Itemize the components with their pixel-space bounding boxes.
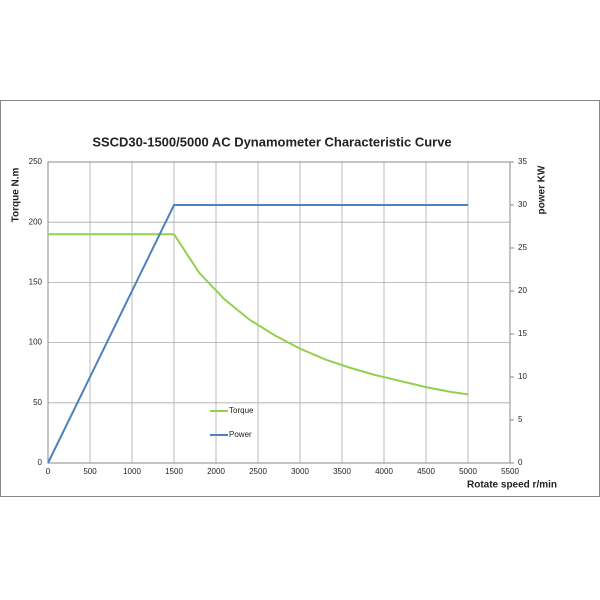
x-tick-label: 2500 — [249, 467, 267, 476]
x-tick-label: 1500 — [165, 467, 183, 476]
y2-tick-label: 5 — [518, 415, 523, 424]
legend-label: Torque — [229, 406, 254, 415]
legend-label: Power — [229, 430, 252, 439]
x-tick-label: 1000 — [123, 467, 141, 476]
y2-tick-label: 15 — [518, 329, 527, 338]
x-tick-label: 5500 — [501, 467, 519, 476]
y-axis-title: Torque N.m — [11, 167, 22, 222]
y-tick-label: 150 — [29, 278, 43, 287]
series-line — [48, 233, 469, 396]
y2-tick-label: 30 — [518, 200, 527, 209]
x-tick-label: 3000 — [291, 467, 309, 476]
chart-title: SSCD30-1500/5000 AC Dynamometer Characte… — [92, 134, 451, 149]
y2-tick-label: 35 — [518, 157, 527, 166]
y-tick-label: 200 — [29, 217, 43, 226]
x-tick-label: 0 — [46, 467, 51, 476]
x-tick-label: 2000 — [207, 467, 225, 476]
series-line — [47, 204, 468, 464]
y2-tick-label: 20 — [518, 286, 527, 295]
y2-tick-label: 0 — [518, 458, 523, 467]
x-tick-label: 3500 — [333, 467, 351, 476]
y-tick-label: 0 — [38, 458, 43, 467]
x-axis-title: Rotate speed r/min — [467, 480, 557, 491]
y-tick-label: 50 — [33, 398, 42, 407]
y-tick-label: 100 — [29, 338, 43, 347]
y2-tick-label: 10 — [518, 372, 527, 381]
y2-tick-label: 25 — [518, 243, 527, 252]
plot-frame — [47, 161, 511, 464]
x-tick-label: 500 — [83, 467, 97, 476]
x-tick-label: 5000 — [459, 467, 477, 476]
y2-axis-title: power KW — [537, 165, 548, 214]
x-tick-label: 4000 — [375, 467, 393, 476]
x-tick-label: 4500 — [417, 467, 435, 476]
y-tick-label: 250 — [29, 157, 43, 166]
